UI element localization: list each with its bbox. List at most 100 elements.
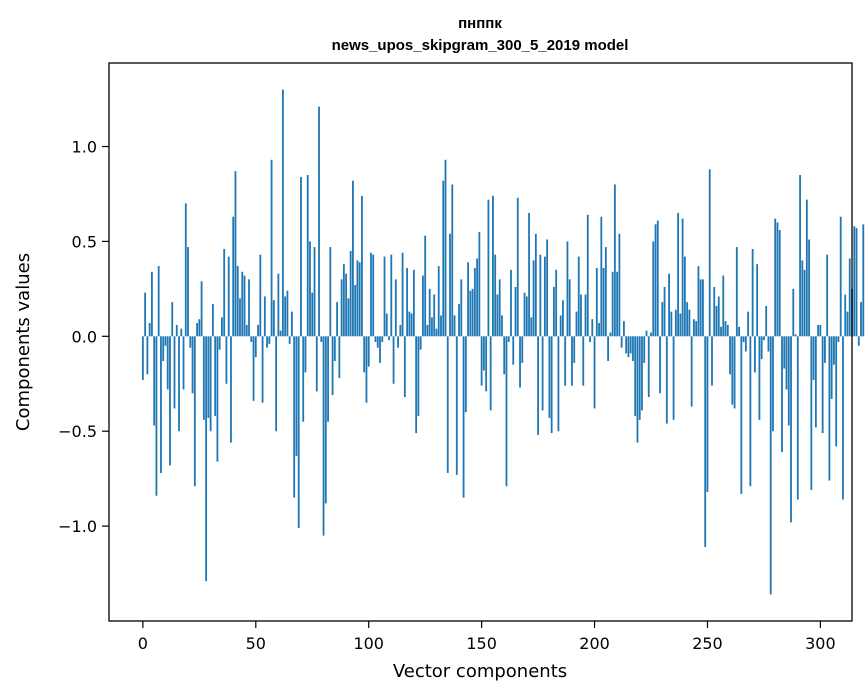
bar-37 (225, 336, 228, 384)
bar-40 (232, 216, 235, 337)
bar-118 (408, 311, 411, 337)
bar-87 (338, 336, 341, 379)
bar-169 (523, 292, 526, 337)
bar-298 (814, 336, 817, 428)
bar-220 (638, 336, 641, 420)
bar-276 (765, 305, 768, 337)
bar-310 (842, 336, 844, 500)
bar-75 (311, 292, 314, 337)
bar-181 (550, 336, 553, 434)
bar-124 (422, 275, 424, 337)
bar-114 (399, 324, 402, 337)
bar-3 (148, 323, 151, 337)
bar-149 (478, 231, 481, 337)
bar-33 (216, 336, 219, 462)
bar-155 (492, 195, 494, 337)
bar-229 (659, 336, 661, 394)
bar-116 (403, 336, 406, 398)
bar-233 (668, 273, 670, 337)
bar-1 (144, 292, 147, 337)
bar-39 (230, 336, 232, 443)
bar-262 (733, 336, 736, 409)
bar-72 (304, 336, 307, 373)
x-tick-label: 250 (692, 634, 723, 653)
bar-86 (336, 302, 338, 337)
bar-77 (315, 336, 318, 392)
bar-51 (257, 324, 259, 337)
bar-230 (661, 302, 664, 337)
bar-250 (706, 336, 709, 492)
bar-153 (487, 199, 490, 337)
bar-41 (234, 171, 237, 337)
bar-10 (164, 336, 167, 346)
bar-67 (293, 336, 296, 498)
bar-164 (512, 336, 515, 365)
bar-269 (749, 336, 752, 487)
bar-187 (564, 336, 567, 386)
bar-274 (760, 336, 763, 360)
bar-125 (424, 235, 427, 337)
bar-294 (805, 199, 808, 337)
bar-284 (783, 336, 786, 369)
bar-113 (397, 336, 399, 348)
bar-224 (647, 336, 650, 398)
bar-168 (521, 336, 524, 363)
bar-271 (753, 336, 756, 373)
bar-81 (324, 336, 327, 504)
bar-313 (848, 258, 851, 337)
bar-195 (582, 336, 585, 386)
bar-127 (428, 288, 431, 337)
bar-36 (223, 249, 226, 337)
y-tick-label: 0.5 (72, 232, 97, 251)
bar-102 (372, 254, 375, 337)
bar-318 (860, 302, 862, 337)
bar-249 (704, 336, 707, 547)
bar-252 (711, 336, 713, 386)
bar-303 (826, 254, 829, 337)
bar-17 (180, 328, 183, 337)
bar-243 (690, 336, 693, 407)
bar-162 (507, 336, 510, 342)
bar-2 (146, 336, 149, 375)
bar-280 (774, 218, 777, 337)
bar-282 (778, 230, 781, 337)
bar-202 (598, 323, 600, 337)
bar-158 (498, 279, 501, 337)
y-tick-label: −1.0 (58, 517, 97, 536)
bar-137 (451, 184, 454, 337)
bar-189 (568, 279, 571, 337)
bar-31 (211, 304, 214, 337)
bar-175 (537, 336, 539, 435)
bar-144 (467, 262, 469, 337)
bar-130 (435, 328, 438, 337)
bar-238 (679, 313, 682, 337)
bar-301 (821, 336, 824, 434)
bar-45 (243, 275, 246, 337)
bar-277 (767, 336, 770, 352)
bar-275 (763, 336, 765, 341)
bar-197 (586, 214, 589, 337)
bar-66 (291, 311, 293, 337)
bar-43 (239, 298, 241, 337)
bar-316 (855, 228, 858, 337)
bar-142 (462, 336, 465, 498)
bar-68 (295, 336, 298, 456)
bar-105 (379, 336, 381, 363)
bar-74 (309, 241, 311, 337)
bar-163 (510, 269, 512, 337)
bar-91 (347, 298, 350, 337)
bar-192 (575, 311, 578, 337)
bar-226 (652, 241, 655, 337)
bar-222 (643, 336, 646, 363)
bar-205 (604, 247, 607, 337)
bar-265 (740, 336, 743, 494)
bar-61 (279, 330, 282, 337)
bar-214 (625, 336, 628, 354)
bar-211 (618, 233, 621, 337)
bar-234 (670, 311, 673, 337)
bar-15 (175, 324, 178, 337)
bar-167 (519, 336, 521, 388)
bar-263 (735, 247, 738, 337)
bar-19 (184, 203, 187, 337)
